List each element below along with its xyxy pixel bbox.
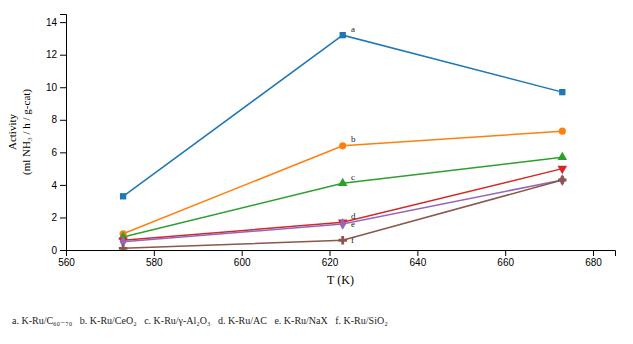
y-tick: 14 xyxy=(46,17,66,28)
series xyxy=(118,152,567,240)
series xyxy=(119,176,567,250)
series-line xyxy=(123,180,562,248)
series xyxy=(120,174,566,248)
x-tick-label: 640 xyxy=(410,257,427,268)
x-tick-label: 560 xyxy=(58,257,75,268)
y-tick: 10 xyxy=(46,82,66,93)
x-axis-title: T (K) xyxy=(327,273,354,287)
x-tick: 620 xyxy=(322,250,339,268)
x-tick-label: 600 xyxy=(234,257,251,268)
x-tick: 580 xyxy=(146,250,163,268)
series-point xyxy=(338,178,348,186)
y-axis: 0 2 4 6 8 10 12 14 xyxy=(46,15,67,256)
y-tick: 2 xyxy=(51,212,66,223)
series-line xyxy=(123,169,562,241)
plot-area xyxy=(118,32,567,250)
series-line xyxy=(123,157,562,237)
y-axis-title: Activity xyxy=(6,113,18,150)
series-point xyxy=(340,32,346,38)
y-tick-mark xyxy=(60,22,66,23)
annotation: a xyxy=(351,24,355,34)
x-tick-label: 620 xyxy=(322,257,339,268)
annotation: e xyxy=(351,219,355,229)
series-line xyxy=(123,180,562,242)
series-point xyxy=(559,128,566,135)
y-tick-mark xyxy=(60,185,66,186)
y-tick-label: 8 xyxy=(51,114,57,125)
y-tick-mark xyxy=(60,120,66,121)
x-tick-mark xyxy=(330,250,331,256)
series xyxy=(120,128,566,238)
y-tick-mark xyxy=(60,55,66,56)
x-tick-mark xyxy=(242,250,243,256)
series xyxy=(118,166,567,246)
series-point xyxy=(339,142,346,149)
series-point xyxy=(559,89,565,95)
x-tick: 680 xyxy=(585,250,602,268)
x-tick-mark xyxy=(593,250,594,256)
y-tick: 0 xyxy=(51,245,66,256)
x-tick: 660 xyxy=(497,250,514,268)
annotation: b xyxy=(351,134,356,144)
x-tick-label: 660 xyxy=(497,257,514,268)
y-tick: 4 xyxy=(51,180,66,191)
x-tick-label: 580 xyxy=(146,257,163,268)
x-axis: 560 580 600 620 640 660 680 xyxy=(58,250,615,268)
y-tick-mark xyxy=(60,217,66,218)
x-tick-label: 680 xyxy=(585,257,602,268)
series xyxy=(120,32,566,199)
y-tick-label: 2 xyxy=(51,212,57,223)
y-tick-label: 14 xyxy=(46,17,58,28)
y-axis-title: (ml NH₃ / h / g-cat) xyxy=(20,89,33,175)
y-tick: 12 xyxy=(46,49,66,60)
x-tick: 600 xyxy=(234,250,251,268)
annotations: abcdef xyxy=(351,24,356,246)
series-point xyxy=(557,152,567,160)
series-point xyxy=(120,193,126,199)
series-point xyxy=(557,166,567,174)
series-point xyxy=(338,236,346,244)
x-tick: 640 xyxy=(410,250,427,268)
y-axis-line xyxy=(60,15,67,251)
y-tick-label: 0 xyxy=(51,245,57,256)
y-tick-mark xyxy=(60,152,66,153)
x-tick-mark xyxy=(417,250,418,256)
y-tick: 8 xyxy=(51,114,66,125)
series-point xyxy=(119,244,127,250)
chart: 56058060062064066068002468101214abcdefT … xyxy=(0,0,633,344)
series-line xyxy=(123,35,562,196)
annotation: c xyxy=(351,172,355,182)
y-tick: 6 xyxy=(51,147,66,158)
y-tick-label: 10 xyxy=(46,82,58,93)
x-axis-line xyxy=(67,251,616,257)
series-line xyxy=(123,131,562,234)
x-tick-mark xyxy=(505,250,506,256)
y-tick-label: 6 xyxy=(51,147,57,158)
y-tick-label: 4 xyxy=(51,180,57,191)
series-point xyxy=(559,174,566,186)
y-tick-mark xyxy=(60,250,66,251)
x-tick: 560 xyxy=(58,250,75,268)
series-point xyxy=(339,218,346,230)
y-tick-label: 12 xyxy=(46,49,58,60)
x-tick-mark xyxy=(154,250,155,256)
annotation: f xyxy=(351,235,354,245)
y-tick-mark xyxy=(60,87,66,88)
caption: a. K-Ru/C₆₀₋₇₀ b. K-Ru/CeO₂ c. K-Ru/γ-Al… xyxy=(12,315,388,326)
series-point xyxy=(558,176,566,184)
